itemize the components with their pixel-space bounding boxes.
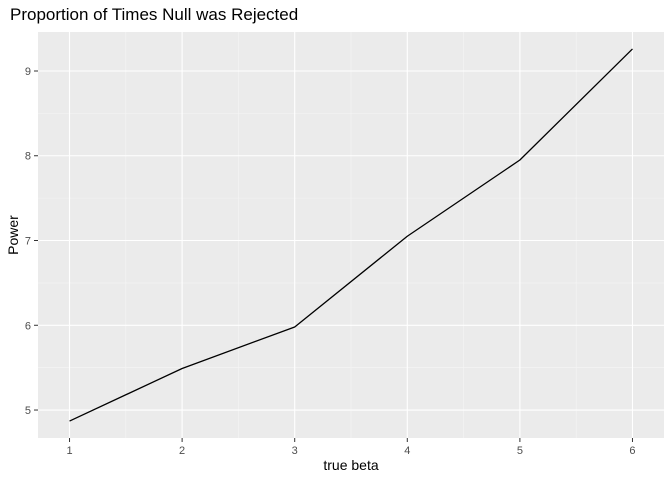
y-tick-label: 5 [25,405,31,417]
x-tick-label: 1 [66,445,72,457]
y-axis-title: Power [5,215,21,255]
series-layer [69,48,633,422]
x-axis-title: true beta [323,457,378,473]
y-tick-label: 7 [25,236,31,248]
y-axis: 5 6 7 8 9 [25,66,38,417]
y-tick-label: 8 [25,151,31,163]
x-axis: 1 2 3 4 5 6 [66,438,636,457]
x-tick-label: 6 [629,445,635,457]
x-tick-label: 2 [179,445,185,457]
x-tick-label: 3 [292,445,298,457]
minor-gridlines [38,32,664,438]
x-tick-label: 5 [517,445,523,457]
major-gridlines [38,32,664,438]
x-tick-label: 4 [404,445,410,457]
series-line-0 [69,48,633,422]
chart-title: Proportion of Times Null was Rejected [10,5,298,24]
y-tick-label: 6 [25,320,31,332]
y-tick-label: 9 [25,66,31,78]
